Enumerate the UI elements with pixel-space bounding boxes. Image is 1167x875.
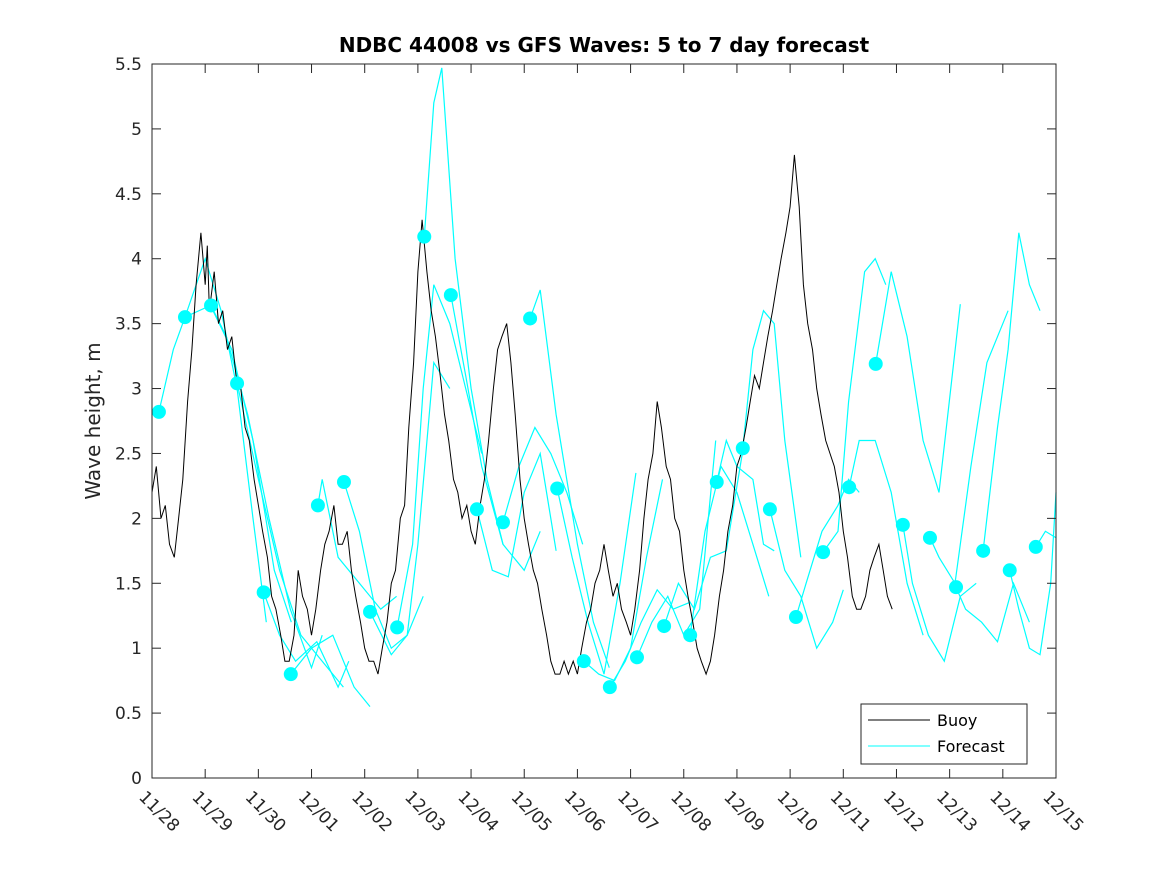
forecast-line-31 (982, 232, 1041, 551)
forecast-line-22 (742, 309, 802, 558)
forecast-line-3 (236, 383, 344, 688)
forecast-line-8 (369, 360, 451, 656)
y-tick-label: 0.5 (115, 704, 142, 724)
forecast-series (158, 67, 1057, 707)
buoy-line (151, 154, 893, 676)
legend-box (860, 703, 1028, 765)
y-tick-label: 1 (131, 639, 142, 659)
forecast-line-19 (663, 453, 743, 627)
forecast-marker (1028, 539, 1043, 554)
forecast-marker (417, 229, 432, 244)
forecast-line-7 (343, 481, 424, 650)
y-axis-label: Wave height, m (81, 342, 105, 499)
forecast-marker (283, 667, 298, 682)
forecast-marker (230, 376, 245, 391)
y-tick-label: 3.5 (115, 315, 142, 335)
buoy-series (151, 154, 893, 676)
forecast-marker (390, 620, 405, 635)
forecast-line-13 (502, 426, 584, 545)
forecast-line-15 (556, 472, 637, 675)
forecast-marker (310, 498, 325, 513)
forecast-marker (895, 517, 910, 532)
forecast-marker (1002, 563, 1017, 578)
forecast-marker (816, 545, 831, 560)
forecast-line-16 (583, 479, 664, 682)
forecast-line-26 (848, 439, 924, 636)
y-tick-label: 3 (131, 380, 142, 400)
y-tick-label: 1.5 (115, 574, 142, 594)
y-tick-label: 5 (131, 120, 142, 140)
forecast-marker (683, 628, 698, 643)
forecast-marker (788, 610, 803, 625)
y-tick-label: 4 (131, 250, 142, 270)
forecast-marker (576, 654, 591, 669)
forecast-line-0 (158, 256, 267, 623)
forecast-line-20 (689, 464, 770, 636)
forecast-marker (523, 311, 538, 326)
forecast-line-5 (290, 634, 371, 707)
forecast-line-9 (396, 284, 483, 628)
y-tick-label: 2.5 (115, 444, 142, 464)
forecast-line-23 (769, 509, 844, 650)
forecast-marker (735, 441, 750, 456)
forecast-line-25 (822, 257, 887, 553)
chart-title: NDBC 44008 vs GFS Waves: 5 to 7 day fore… (339, 33, 870, 57)
forecast-line-10 (423, 67, 504, 545)
forecast-line-6 (317, 479, 397, 611)
legend-buoy-label: Buoy (937, 711, 977, 730)
forecast-marker (762, 502, 777, 517)
forecast-marker (629, 650, 644, 665)
forecast-marker (976, 543, 991, 558)
legend: Buoy Forecast (860, 703, 1028, 765)
forecast-line-11 (450, 294, 541, 572)
forecast-marker (177, 310, 192, 325)
forecast-line-18 (636, 440, 717, 658)
forecast-marker (550, 481, 565, 496)
forecast-marker (443, 288, 458, 303)
forecast-line-17 (609, 588, 690, 688)
y-tick-label: 0 (131, 769, 142, 789)
forecast-marker (151, 404, 166, 419)
forecast-marker (363, 604, 378, 619)
forecast-markers (151, 229, 1043, 695)
forecast-marker (204, 298, 219, 313)
axes-box (151, 63, 1057, 779)
y-tick-label: 4.5 (115, 185, 142, 205)
forecast-marker (842, 480, 857, 495)
y-tick-label: 5.5 (115, 55, 142, 75)
forecast-line-27 (875, 271, 961, 493)
forecast-line-4 (263, 592, 350, 689)
y-tick-label: 2 (131, 509, 142, 529)
forecast-marker (256, 585, 271, 600)
forecast-line-29 (929, 310, 1009, 586)
forecast-line-2 (210, 305, 323, 670)
legend-forecast-label: Forecast (937, 737, 1005, 756)
forecast-line-12 (476, 451, 557, 578)
forecast-line-28 (902, 524, 977, 663)
forecast-line-14 (529, 289, 610, 668)
forecast-marker (469, 502, 484, 517)
forecast-marker (602, 680, 617, 695)
forecast-line-21 (716, 438, 775, 552)
forecast-line-32 (1009, 492, 1057, 656)
forecast-marker (868, 356, 883, 371)
forecast-marker (495, 515, 510, 530)
forecast-marker (709, 475, 724, 490)
forecast-marker (922, 530, 937, 545)
forecast-line-30 (955, 581, 1030, 643)
forecast-marker (657, 619, 672, 634)
forecast-marker (336, 475, 351, 490)
forecast-marker (949, 580, 964, 595)
